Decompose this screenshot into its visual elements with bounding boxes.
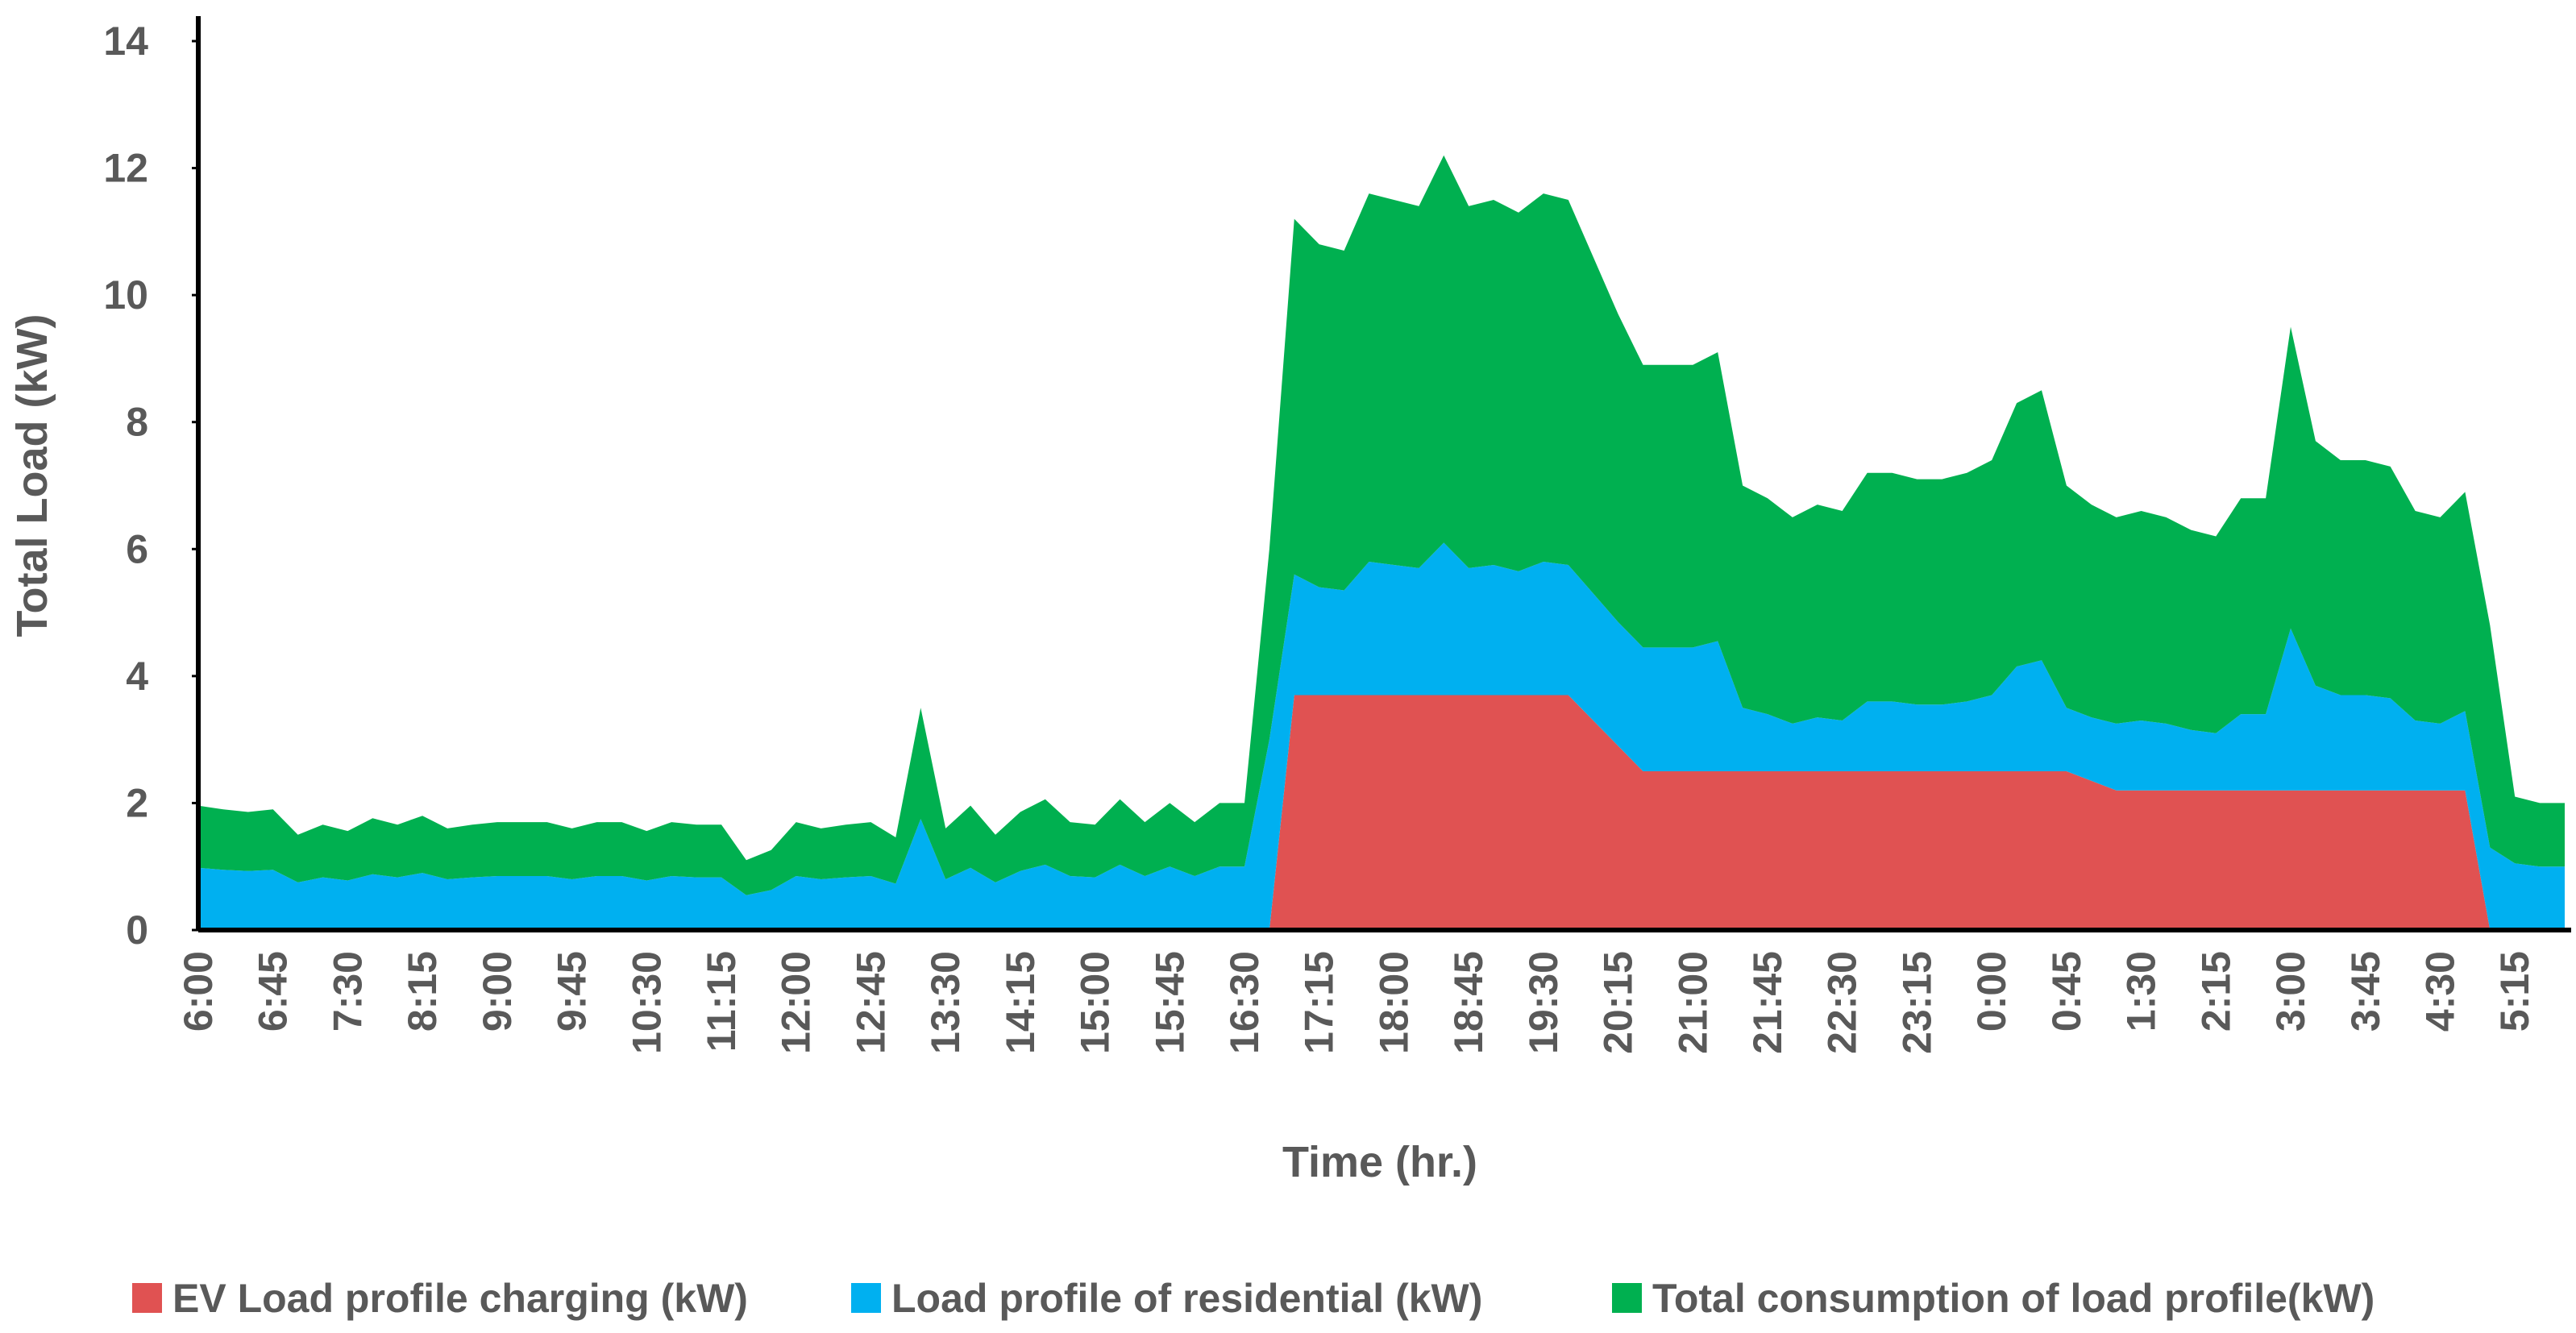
x-tick-label: 6:45	[251, 951, 296, 1032]
x-tick-label: 22:30	[1820, 951, 1865, 1054]
x-tick-label: 9:00	[475, 951, 520, 1032]
areas	[198, 155, 2565, 930]
x-tick-label: 16:30	[1222, 951, 1267, 1054]
x-tick-label: 15:45	[1147, 951, 1192, 1054]
legend-label: Load profile of residential (kW)	[891, 1276, 1482, 1321]
y-tick-label: 8	[126, 400, 148, 445]
area	[198, 155, 2565, 895]
x-tick-label: 12:45	[848, 951, 893, 1054]
x-tick-label: 7:30	[325, 951, 370, 1032]
x-tick-label: 6:00	[176, 951, 221, 1032]
legend-swatch	[132, 1283, 162, 1313]
x-tick-label: 3:00	[2268, 951, 2313, 1032]
legend-label: Total consumption of load profile(kW)	[1652, 1276, 2374, 1321]
x-tick-label: 23:15	[1894, 951, 1939, 1054]
y-tick-label: 2	[126, 780, 148, 825]
x-tick-label: 1:30	[2119, 951, 2164, 1032]
x-tick-label: 11:15	[699, 951, 744, 1052]
y-tick-label: 6	[126, 526, 148, 571]
x-tick-label: 0:45	[2044, 951, 2089, 1032]
legend-swatch	[851, 1283, 881, 1313]
y-tick-label: 0	[126, 907, 148, 953]
legend-swatch	[1612, 1283, 1642, 1313]
x-tick-label: 19:30	[1521, 951, 1566, 1054]
y-tick-label: 14	[103, 19, 148, 64]
x-tick-label: 2:15	[2193, 951, 2238, 1032]
x-tick-label: 14:15	[998, 951, 1043, 1054]
x-tick-label: 21:00	[1670, 951, 1715, 1054]
x-tick-label: 17:15	[1297, 951, 1342, 1054]
x-tick-label: 4:30	[2417, 951, 2462, 1032]
x-tick-label: 18:00	[1371, 951, 1416, 1054]
y-tick-label: 10	[103, 272, 148, 318]
x-tick-label: 3:45	[2343, 951, 2388, 1032]
x-tick-label: 13:30	[923, 951, 968, 1054]
y-tick-label: 4	[126, 654, 148, 699]
x-tick-label: 20:15	[1596, 951, 1641, 1054]
area	[198, 542, 2565, 930]
x-tick-label: 21:45	[1745, 951, 1790, 1054]
x-tick-label: 10:30	[624, 951, 669, 1054]
x-tick-label: 12:00	[774, 951, 819, 1054]
x-tick-label: 15:00	[1073, 951, 1118, 1054]
x-tick-label: 0:00	[1969, 951, 2014, 1032]
area	[198, 695, 2565, 930]
axes: 0 2 4 6 8 10 12 14 6:00 6:45 7:30 8:15 9:00 9:45 10:30…	[103, 16, 2571, 1054]
x-axis-title: Time (hr.)	[1282, 1138, 1477, 1186]
legend: EV Load profile charging (kW) Load profil…	[132, 1276, 2374, 1321]
y-axis-title: Total Load (kW)	[8, 314, 56, 637]
legend-label: EV Load profile charging (kW)	[172, 1276, 748, 1321]
x-tick-label: 8:15	[400, 951, 445, 1032]
x-tick-label: 18:45	[1446, 951, 1491, 1054]
x-tick-label: 5:15	[2492, 951, 2537, 1032]
x-tick-label: 9:45	[550, 951, 595, 1032]
y-tick-label: 12	[103, 146, 148, 191]
